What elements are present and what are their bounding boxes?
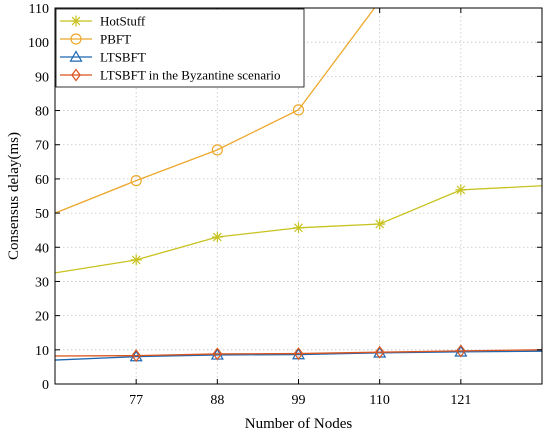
data-point — [212, 347, 223, 361]
y-tick-label: 50 — [35, 207, 49, 222]
data-point — [374, 345, 385, 359]
series-line — [55, 349, 542, 357]
legend-label: PBFT — [100, 32, 131, 47]
data-point — [293, 347, 304, 361]
x-tick-label: 88 — [210, 393, 224, 408]
y-tick-label: 10 — [35, 344, 49, 359]
y-tick-label: 90 — [35, 70, 49, 85]
legend-box — [55, 8, 305, 88]
data-point — [455, 344, 466, 358]
data-point — [292, 104, 305, 116]
data-point — [211, 231, 223, 243]
legend-item: HotStuff — [60, 14, 146, 29]
legend-marker — [71, 68, 81, 82]
y-tick-label: 80 — [35, 105, 49, 120]
legend-item: LTSBFT in the Byzantine scenario — [60, 68, 281, 83]
series-line — [55, 8, 376, 214]
legend-label: LTSBFT in the Byzantine scenario — [100, 68, 281, 83]
axis-ticks: 0 10 20 30 40 50 60 70 80 90 100 110 77 88 99 110 121 — [28, 2, 542, 408]
legend: HotStuff PBFT LTSBFT LTSBFT in the Byzantin… — [55, 8, 305, 88]
data-point — [293, 222, 304, 234]
y-tick-label: 70 — [35, 139, 49, 154]
y-tick-label: 110 — [29, 2, 49, 17]
y-tick-label: 60 — [35, 173, 49, 188]
x-tick-label: 121 — [450, 393, 471, 408]
y-tick-label: 100 — [28, 36, 49, 51]
legend-item: PBFT — [60, 32, 131, 47]
y-tick-label: 20 — [35, 310, 49, 325]
series-3 — [55, 344, 542, 363]
legend-label: HotStuff — [100, 14, 146, 29]
data-point — [374, 218, 386, 230]
data-point — [130, 254, 142, 266]
x-tick-label: 77 — [129, 393, 143, 408]
data-point — [455, 184, 467, 196]
series-0 — [55, 184, 542, 274]
data-point — [131, 349, 142, 363]
x-tick-label: 99 — [292, 393, 306, 408]
legend-label: LTSBFT — [100, 50, 146, 65]
y-axis-label: Consensus delay(ms) — [6, 132, 22, 260]
data-point — [211, 144, 223, 156]
y-tick-label: 40 — [35, 241, 49, 256]
x-axis-label: Number of Nodes — [245, 416, 353, 432]
legend-marker — [69, 50, 83, 62]
y-tick-label: 30 — [35, 275, 49, 290]
series-line — [55, 350, 542, 361]
series-layer — [55, 8, 542, 363]
series-1 — [55, 8, 376, 214]
legend-marker — [70, 33, 82, 45]
legend-item: LTSBFT — [60, 50, 146, 65]
data-point — [130, 175, 142, 187]
legend-marker — [70, 15, 82, 27]
x-tick-label: 110 — [369, 393, 389, 408]
y-tick-label: 0 — [42, 378, 49, 393]
